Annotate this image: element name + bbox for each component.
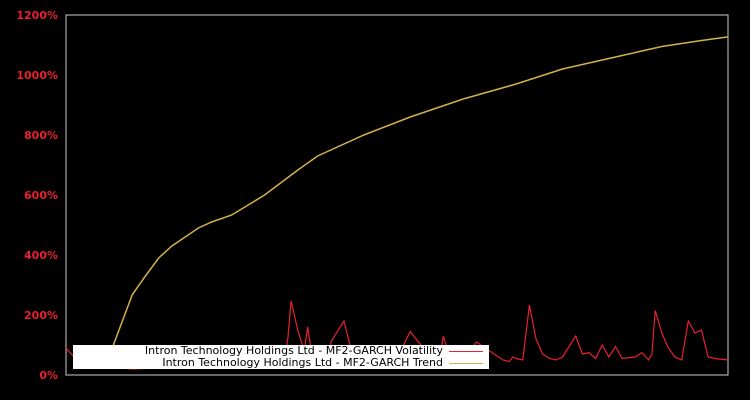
y-tick-label: 600%	[24, 189, 58, 202]
legend-label-volatility: Intron Technology Holdings Ltd - MF2-GAR…	[144, 344, 443, 357]
legend: Intron Technology Holdings Ltd - MF2-GAR…	[73, 345, 489, 369]
trend-line	[111, 36, 729, 349]
y-tick-label: 1000%	[16, 69, 58, 82]
legend-swatch-trend	[449, 363, 483, 364]
y-tick-label: 1200%	[16, 9, 58, 22]
y-axis-ticks: 0% 200% 400% 600% 800% 1000% 1200%	[16, 9, 58, 382]
y-tick-label: 0%	[39, 369, 58, 382]
y-tick-label: 800%	[24, 129, 58, 142]
legend-label-trend: Intron Technology Holdings Ltd - MF2-GAR…	[162, 356, 443, 369]
y-tick-label: 200%	[24, 309, 58, 322]
plot-frame	[65, 14, 729, 376]
legend-swatch-volatility	[449, 351, 483, 352]
y-tick-label: 400%	[24, 249, 58, 262]
